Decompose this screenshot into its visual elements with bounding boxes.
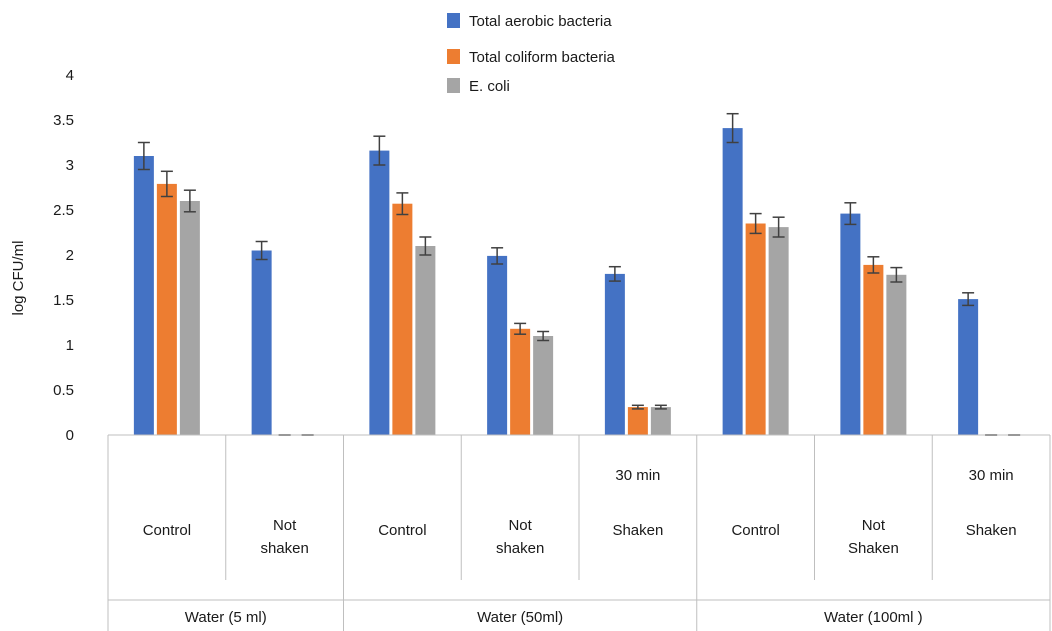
- error-bar: [419, 236, 432, 256]
- y-axis-title: log CFU/ml: [10, 240, 27, 315]
- legend-label: Total coliform bacteria: [469, 49, 616, 66]
- y-axis: 0 0.5 1 1.5 2 2.5 3 3.5 4: [53, 67, 74, 444]
- bar: [886, 274, 907, 435]
- error-bar: [962, 292, 975, 307]
- y-tick-label: 3.5: [53, 112, 74, 129]
- bar: [533, 336, 554, 435]
- y-tick-label: 2.5: [53, 202, 74, 219]
- category-label: Control: [731, 522, 779, 539]
- bar: [768, 227, 789, 435]
- y-tick-label: 1.5: [53, 292, 74, 309]
- bar: [487, 255, 508, 435]
- bar: [415, 246, 436, 435]
- error-bar: [255, 240, 268, 261]
- category-label: Control: [143, 522, 191, 539]
- bar: [863, 264, 884, 435]
- bar: [722, 128, 743, 435]
- category-label: Shaken: [966, 522, 1017, 539]
- bar: [627, 407, 648, 435]
- category-top-label: 30 min: [969, 467, 1014, 484]
- y-tick-label: 4: [66, 67, 74, 84]
- group-label: Water (5 ml): [185, 609, 267, 626]
- bar: [958, 299, 979, 435]
- category-label: Not: [862, 517, 886, 534]
- error-bar: [514, 322, 527, 335]
- bar: [510, 328, 531, 435]
- y-tick-label: 0.5: [53, 382, 74, 399]
- legend-label: Total aerobic bacteria: [469, 13, 612, 30]
- category-label: shaken: [260, 540, 308, 557]
- y-tick-label: 0: [66, 427, 74, 444]
- group-label: Water (100ml ): [824, 609, 923, 626]
- category-top-label: 30 min: [615, 467, 660, 484]
- error-bar: [749, 212, 762, 235]
- legend-swatch: [447, 49, 460, 64]
- y-tick-label: 1: [66, 337, 74, 354]
- error-bar: [160, 170, 173, 198]
- error-bar: [890, 266, 903, 283]
- category-label: Shaken: [612, 522, 663, 539]
- error-bar: [867, 256, 880, 274]
- error-bar: [608, 265, 621, 282]
- legend-label: E. coli: [469, 78, 510, 95]
- bar: [133, 156, 154, 435]
- bar: [604, 273, 625, 435]
- legend-swatch: [447, 78, 460, 93]
- legend: Total aerobic bacteria Total coliform bac…: [447, 13, 616, 95]
- category-label: Not: [508, 517, 532, 534]
- bar: [156, 183, 177, 435]
- error-bar: [373, 135, 386, 166]
- y-tick-label: 3: [66, 157, 74, 174]
- error-bar: [844, 202, 857, 226]
- category-label: shaken: [496, 540, 544, 557]
- bar: [369, 150, 390, 435]
- error-bar: [726, 112, 739, 144]
- legend-swatch: [447, 13, 460, 28]
- bar: [392, 203, 413, 435]
- category-label: Shaken: [848, 540, 899, 557]
- error-bar: [183, 189, 196, 213]
- bar: [251, 250, 272, 435]
- bars: [133, 128, 979, 435]
- category-label: Not: [273, 517, 297, 534]
- error-bar: [654, 404, 667, 410]
- error-bar: [396, 192, 409, 216]
- bar: [840, 213, 861, 435]
- bar: [745, 223, 766, 435]
- category-label: Control: [378, 522, 426, 539]
- error-bar: [631, 404, 644, 410]
- x-axis: Control Not shaken Control Not shaken 30 min Sh…: [107, 434, 1051, 631]
- error-bar: [537, 330, 550, 342]
- y-tick-label: 2: [66, 247, 74, 264]
- bar: [179, 201, 200, 435]
- group-label: Water (50ml): [477, 609, 563, 626]
- error-bar: [772, 216, 785, 238]
- error-bar: [491, 247, 504, 265]
- bar: [650, 407, 671, 435]
- error-bar: [137, 141, 150, 171]
